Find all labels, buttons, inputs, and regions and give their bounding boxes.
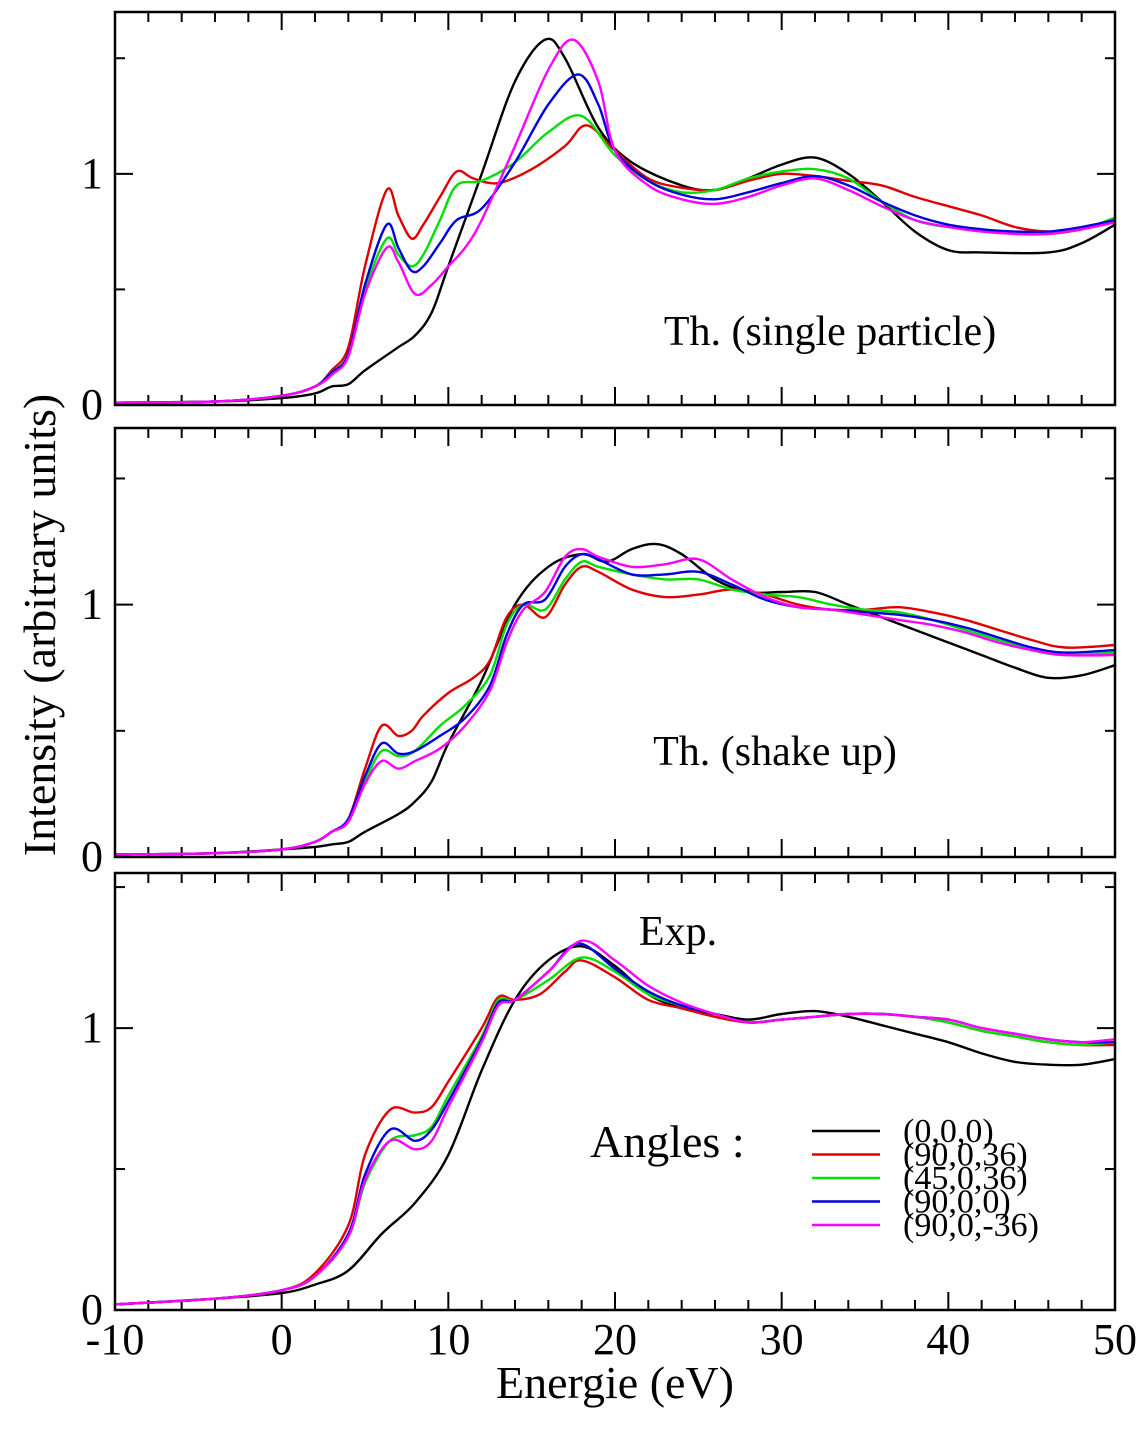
legend-entry: (0,0,0) (903, 1113, 994, 1150)
x-axis-title: Energie (eV) (496, 1357, 734, 1408)
series-line (113, 564, 1117, 856)
panel-label: Th. (shake up) (653, 729, 897, 775)
panel-frame (113, 10, 1117, 407)
legend: Angles : (0,0,0)(90,0,36)(45,0,36)(90,0,0… (590, 1113, 1039, 1244)
series-line (113, 547, 1117, 856)
series-line (113, 542, 1117, 856)
x-tick-label: 10 (426, 1315, 470, 1364)
panel-3: 0 1 Exp. (81, 871, 1117, 1334)
legend-title: Angles : (590, 1116, 745, 1167)
panel-label: Th. (single particle) (664, 309, 996, 355)
panel-1: 0 1 Th. (single particle) (81, 10, 1117, 429)
series-line (113, 114, 1117, 404)
legend-entry: (90,0,36) (903, 1137, 1028, 1174)
y-tick-label: 1 (81, 1003, 103, 1052)
series-line (113, 939, 1117, 1306)
y-tick-label: 0 (81, 380, 103, 429)
y-axis-title: Intensity (arbitrary units) (14, 394, 65, 856)
series-line (113, 38, 1117, 404)
x-tick-label: -10 (86, 1315, 145, 1364)
y-tick-label: 1 (81, 149, 103, 198)
y-tick-label: 0 (81, 832, 103, 881)
series-line (113, 124, 1117, 404)
x-tick-label: 50 (1093, 1315, 1137, 1364)
panel-label: Exp. (639, 909, 717, 955)
series-line (113, 37, 1117, 404)
x-tick-label: 0 (271, 1315, 293, 1364)
legend-entry: (90,0,0) (903, 1184, 1011, 1221)
panel-frame (113, 871, 1117, 1312)
y-tick-label: 1 (81, 580, 103, 629)
panel-2: 0 1 Th. (shake up) (81, 426, 1117, 881)
series-line (113, 560, 1117, 856)
x-tick-label: 30 (760, 1315, 804, 1364)
legend-entry: (90,0,-36) (903, 1207, 1039, 1244)
series-line (113, 552, 1117, 856)
x-tick-label: 20 (593, 1315, 637, 1364)
y-tick-label: 0 (81, 1285, 103, 1334)
x-tick-label: 40 (926, 1315, 970, 1364)
legend-entry: (45,0,36) (903, 1160, 1028, 1197)
panel-frame (113, 426, 1117, 859)
